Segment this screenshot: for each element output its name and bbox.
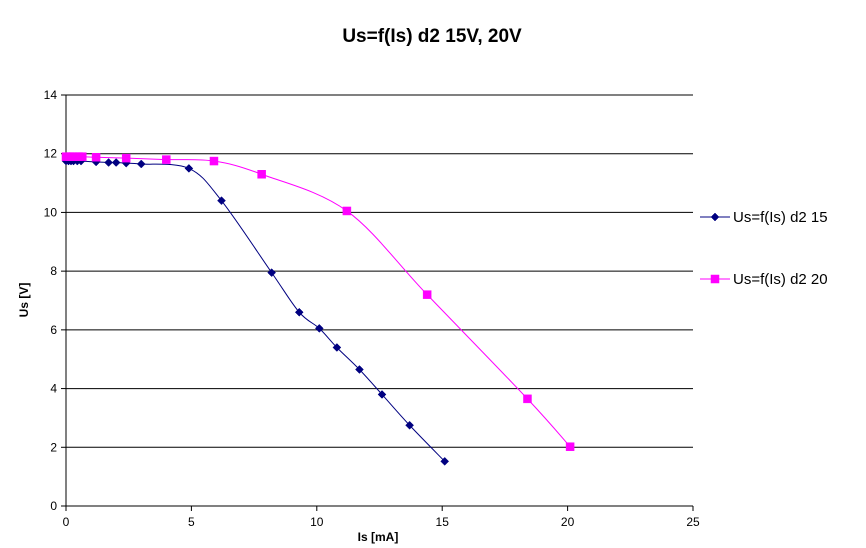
x-tick-label: 0 xyxy=(63,515,70,529)
data-point-1 xyxy=(314,324,324,333)
axes: 0 2 4 6 8 10 12 14 0 5 10 15 20 25 xyxy=(44,88,700,529)
x-tick-label: 20 xyxy=(561,515,575,529)
data-point-2 xyxy=(257,170,266,179)
legend-label: Us=f(Is) d2 20 xyxy=(733,271,828,288)
legend-marker xyxy=(710,274,720,284)
data-point-1 xyxy=(332,343,342,352)
data-point-2 xyxy=(91,152,101,162)
data-point-1 xyxy=(111,158,121,167)
data-point-2 xyxy=(209,156,219,166)
legend-label: Us=f(Is) d2 15 xyxy=(733,209,828,226)
data-point-2 xyxy=(422,290,432,299)
y-tick-label: 4 xyxy=(50,382,57,396)
y-tick-label: 14 xyxy=(44,88,58,102)
data-point-2 xyxy=(342,206,352,216)
series-line-2 xyxy=(66,156,571,448)
y-tick-label: 0 xyxy=(50,499,57,513)
data-point-1 xyxy=(405,420,414,430)
data-point-1 xyxy=(267,268,277,277)
y-tick-label: 10 xyxy=(44,205,58,219)
y-tick-label: 8 xyxy=(50,264,57,278)
data-point-2 xyxy=(565,442,575,451)
data-point-1 xyxy=(355,365,364,374)
series-1 xyxy=(61,156,450,466)
legend-marker xyxy=(710,212,720,222)
x-axis-label: Is [mA] xyxy=(358,530,399,544)
y-tick-label: 6 xyxy=(50,323,57,337)
legend: Us=f(Is) d2 15 Us=f(Is) d2 20 xyxy=(700,209,828,288)
data-point-1 xyxy=(184,164,194,173)
x-tick-label: 10 xyxy=(310,515,324,529)
data-point-2 xyxy=(523,394,532,404)
x-tick-label: 25 xyxy=(686,515,700,529)
data-point-1 xyxy=(440,457,450,466)
y-tick-label: 12 xyxy=(44,147,58,161)
data-point-1 xyxy=(294,307,304,317)
x-tick-label: 5 xyxy=(188,515,195,529)
series-2 xyxy=(61,152,575,451)
data-point-2 xyxy=(162,155,171,164)
grid xyxy=(66,94,693,448)
legend-entry-2: Us=f(Is) d2 20 xyxy=(700,271,828,288)
chart-title: Us=f(Is) d2 15V, 20V xyxy=(342,26,522,47)
data-point-1 xyxy=(217,196,226,206)
series-layer xyxy=(61,152,575,466)
y-axis-label: Us [V] xyxy=(17,283,31,318)
y-tick-label: 2 xyxy=(50,440,57,454)
legend-entry-1: Us=f(Is) d2 15 xyxy=(700,209,828,226)
data-point-2 xyxy=(121,153,131,163)
data-point-1 xyxy=(136,159,146,169)
data-point-1 xyxy=(104,158,113,167)
data-point-1 xyxy=(377,390,387,399)
x-tick-label: 15 xyxy=(436,515,450,529)
data-point-2 xyxy=(78,152,87,161)
series-line-1 xyxy=(66,160,446,462)
